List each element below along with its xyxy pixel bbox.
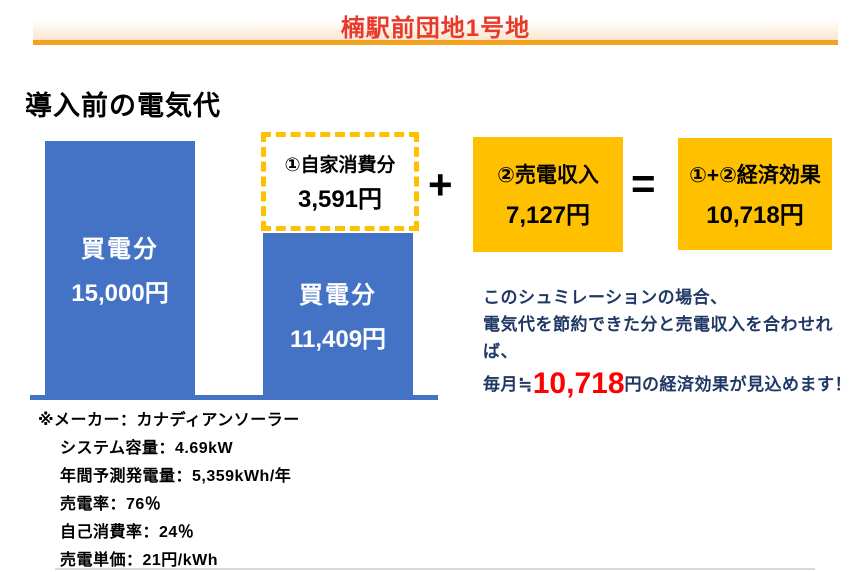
summary-line-3: 毎月≒10,718円の経済効果が見込めます！ xyxy=(483,367,867,400)
economic-effect-label: ①+②経済効果 xyxy=(689,163,821,187)
bar-after-value: 11,409円 xyxy=(289,325,387,353)
sell-income-box: ②売電収入 7,127円 xyxy=(473,137,623,252)
sell-income-label: ②売電収入 xyxy=(497,164,599,187)
summary-line-2: 電気代を節約できた分と売電収入を合わせれば、 xyxy=(483,315,833,361)
spec-notes: ※メーカー：カナディアンソーラー システム容量：4.69kW 年間予測発電量：5… xyxy=(38,407,300,572)
sell-income-value: 7,127円 xyxy=(505,202,591,229)
self-consumption-value: 3,591円 xyxy=(297,185,383,213)
note-item-unit-price: 売電単価：21円/kWh xyxy=(60,552,219,569)
note-item-self-consumption-rate: 自己消費率：24％ xyxy=(60,524,195,541)
summary-line-3-suffix: 円の経済効果が見込めます！ xyxy=(624,375,853,394)
bottom-rule xyxy=(55,568,815,570)
self-consumption-label: ①自家消費分 xyxy=(284,154,396,176)
note-item-capacity: システム容量：4.69kW xyxy=(60,440,234,457)
header-band: 楠駅前団地1号地 xyxy=(33,15,838,45)
chart-baseline xyxy=(30,395,438,400)
summary-text: このシュミレーションの場合、 電気代を節約できた分と売電収入を合わせれば、 毎月… xyxy=(483,284,867,400)
equals-sign: = xyxy=(631,160,656,207)
note-maker: ※メーカー：カナディアンソーラー xyxy=(38,412,300,429)
monthly-effect-highlight: 10,718 xyxy=(532,367,625,400)
bar-after-purchase: 買電分 11,409円 xyxy=(263,233,413,395)
section-heading: 導入前の電気代 xyxy=(25,91,221,121)
economic-effect-box: ①+②経済効果 10,718円 xyxy=(678,138,832,250)
note-item-annual-generation: 年間予測発電量：5,359kWh/年 xyxy=(60,468,292,485)
summary-line-1: このシュミレーションの場合、 xyxy=(483,288,728,307)
economic-effect-value: 10,718円 xyxy=(706,201,804,229)
summary-line-3-prefix: 毎月≒ xyxy=(483,375,533,394)
plus-sign: + xyxy=(428,161,453,208)
bar-before-value: 15,000円 xyxy=(71,279,169,307)
self-consumption-box: ①自家消費分 3,591円 xyxy=(261,132,419,231)
note-item-sell-rate: 売電率：76％ xyxy=(60,496,162,513)
bar-before-label: 買電分 xyxy=(81,235,159,263)
bar-before-purchase: 買電分 15,000円 xyxy=(45,141,195,395)
bar-after-label: 買電分 xyxy=(299,281,377,309)
slide-title: 楠駅前団地1号地 xyxy=(340,15,531,42)
